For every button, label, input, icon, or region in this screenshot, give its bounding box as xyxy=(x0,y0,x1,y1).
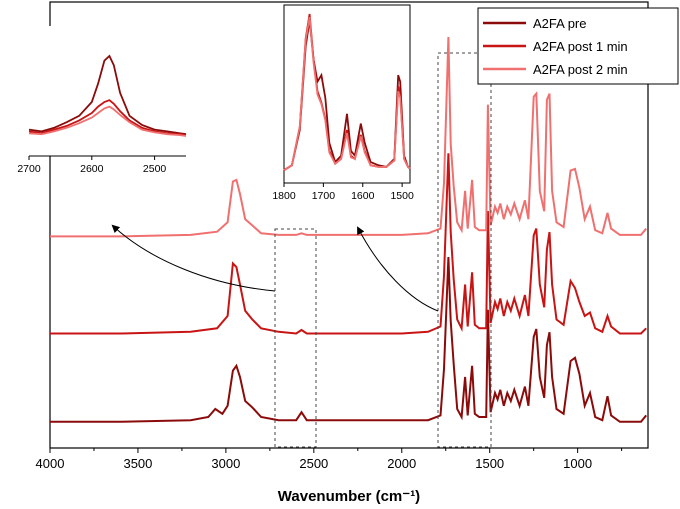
inset-1-frame xyxy=(29,26,186,156)
inset-1-ticks: 2700 2600 2500 xyxy=(17,156,166,175)
inset-2-series-line-3 xyxy=(283,17,411,171)
arrow-to-right-inset xyxy=(357,226,439,312)
inset-2-tick-label: 1700 xyxy=(312,190,336,202)
x-tick-label: 3000 xyxy=(211,456,240,471)
highlight-box-1800-1500 xyxy=(437,52,492,448)
inset-1-tick-label: 2600 xyxy=(80,163,104,175)
series-line-1 xyxy=(50,256,647,423)
x-tick-label: 4000 xyxy=(36,456,65,471)
x-tick-label: 2500 xyxy=(299,456,328,471)
plot-frame xyxy=(49,1,649,449)
inset-2-frame xyxy=(283,4,411,184)
inset-2-tick-label: 1500 xyxy=(390,190,414,202)
inset-1-series-line-1 xyxy=(28,54,187,136)
inset-2-tick-label: 1600 xyxy=(351,190,375,202)
inset-2-ticks: 1800 1700 1600 1500 xyxy=(272,183,414,202)
inset-2-tick-label: 1800 xyxy=(272,190,296,202)
inset-1-tick-label: 2500 xyxy=(143,163,167,175)
legend-label-1: A2FA pre xyxy=(533,16,586,31)
x-tick-label: 2000 xyxy=(387,456,416,471)
x-axis-title: Wavenumber (cm⁻¹) xyxy=(278,488,420,505)
arrow-to-left-inset xyxy=(111,224,276,292)
highlight-box-2700-2500 xyxy=(274,228,317,448)
inset-1-series-line-3 xyxy=(28,105,187,137)
legend: A2FA pre A2FA post 1 min A2FA post 2 min xyxy=(483,16,628,77)
legend-label-3: A2FA post 2 min xyxy=(533,62,628,77)
series-line-3 xyxy=(50,36,647,238)
x-tick-label: 1500 xyxy=(475,456,504,471)
main-series-group xyxy=(50,36,647,423)
legend-label-2: A2FA post 1 min xyxy=(533,39,628,54)
inset-1-series-group xyxy=(28,54,187,137)
series-line-2 xyxy=(50,153,647,335)
inset-1-series-line-2 xyxy=(28,99,187,136)
inset-1-tick-label: 2700 xyxy=(17,163,41,175)
x-tick-label: 3500 xyxy=(123,456,152,471)
inset-2-series-group xyxy=(283,13,411,171)
x-axis-ticks: 4000 3500 3000 2500 2000 1500 1000 xyxy=(36,448,623,471)
x-tick-label: 1000 xyxy=(563,456,592,471)
